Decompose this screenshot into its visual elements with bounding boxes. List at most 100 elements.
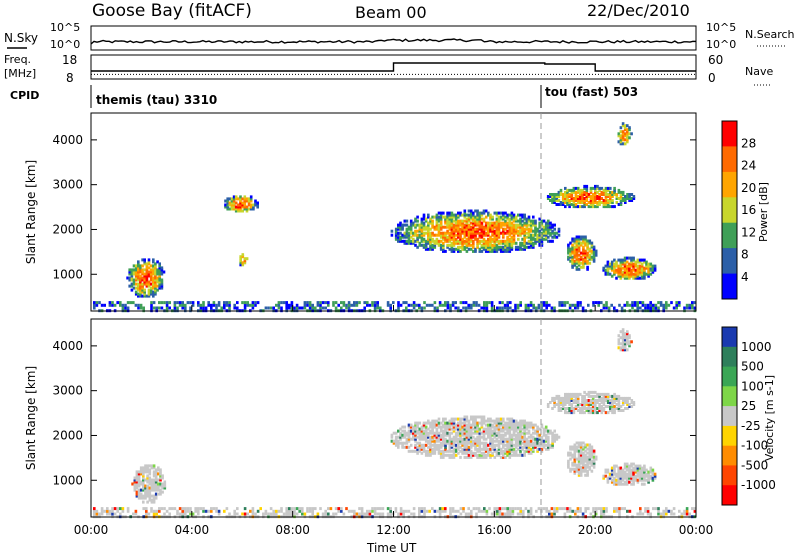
- heatmap-cell: [495, 423, 499, 427]
- heatmap-cell: [482, 445, 486, 449]
- heatmap-cell: [149, 270, 153, 274]
- heatmap-cell: [630, 272, 633, 276]
- heatmap-cell: [579, 403, 582, 406]
- heatmap-cell: [628, 336, 631, 340]
- heatmap-cell: [575, 261, 579, 265]
- heatmap-cell: [463, 439, 467, 443]
- heatmap-cell: [484, 245, 488, 249]
- heatmap-cell: [623, 476, 627, 480]
- heatmap-cell: [564, 199, 567, 202]
- heatmap-cell: [424, 231, 428, 235]
- colorbar-tick-label: 100: [741, 379, 764, 393]
- heatmap-cell: [412, 435, 415, 439]
- heatmap-cell: [602, 474, 605, 478]
- heatmap-cell: [478, 439, 482, 443]
- heatmap-cell: [478, 445, 482, 449]
- heatmap-cell: [303, 306, 307, 310]
- heatmap-cell: [575, 239, 579, 243]
- heatmap-cell: [604, 468, 608, 472]
- heatmap-cell: [226, 205, 229, 209]
- heatmap-cell: [414, 425, 417, 429]
- heatmap-cell: [442, 247, 445, 251]
- heatmap-cell: [608, 476, 612, 480]
- heatmap-cell: [497, 453, 501, 457]
- heatmap-cell: [529, 509, 533, 513]
- heatmap-cell: [465, 217, 469, 221]
- heatmap-cell: [553, 512, 556, 516]
- heatmap-cell: [139, 292, 142, 296]
- heatmap-cell: [452, 429, 456, 433]
- heatmap-cell: [181, 512, 184, 516]
- heatmap-cell: [442, 231, 445, 235]
- heatmap-cell: [459, 221, 462, 225]
- heatmap-cell: [337, 507, 340, 511]
- heatmap-cell: [476, 237, 479, 241]
- heatmap-cell: [628, 334, 631, 338]
- heatmap-cell: [588, 255, 592, 259]
- heatmap-cell: [233, 509, 236, 513]
- heatmap-cell: [256, 509, 260, 513]
- heatmap-cell: [457, 306, 460, 310]
- heatmap-cell: [275, 512, 278, 516]
- heatmap-cell: [220, 306, 223, 310]
- heatmap-cell: [548, 303, 551, 307]
- heatmap-cell: [568, 199, 571, 202]
- heatmap-cell: [465, 451, 469, 455]
- heatmap-cell: [160, 270, 164, 274]
- heatmap-cell: [202, 509, 205, 513]
- heatmap-cell: [457, 239, 460, 243]
- heatmap-cell: [527, 445, 531, 449]
- heatmap-cell: [527, 435, 531, 439]
- heatmap-cell: [510, 227, 514, 231]
- heatmap-cell: [437, 443, 441, 447]
- heatmap-cell: [469, 455, 473, 459]
- heatmap-cell: [418, 507, 421, 511]
- heatmap-cell: [139, 466, 143, 470]
- heatmap-cell: [609, 409, 612, 412]
- heatmap-cell: [577, 451, 581, 455]
- heatmap-cell: [590, 245, 594, 249]
- heatmap-cell: [189, 306, 192, 310]
- heatmap-cell: [251, 512, 255, 516]
- heatmap-cell: [579, 411, 582, 415]
- heatmap-cell: [469, 225, 473, 229]
- heatmap-cell: [544, 231, 548, 235]
- heatmap-cell: [461, 221, 464, 225]
- heatmap-cell: [591, 403, 595, 406]
- heatmap-cell: [536, 441, 539, 445]
- heatmap-cell: [476, 231, 479, 235]
- heatmap-cell: [173, 306, 177, 310]
- heatmap-cell: [442, 429, 445, 433]
- heatmap-cell: [563, 512, 567, 516]
- heatmap-cell: [625, 468, 629, 472]
- heatmap-cell: [487, 237, 490, 241]
- heatmap-cell: [634, 260, 638, 264]
- heatmap-cell: [135, 484, 139, 488]
- heatmap-cell: [452, 249, 456, 253]
- heatmap-cell: [459, 241, 462, 245]
- colorbar-swatch: [722, 445, 737, 466]
- heatmap-cell: [469, 443, 473, 447]
- heatmap-cell: [613, 190, 616, 194]
- heatmap-cell: [134, 264, 138, 268]
- heatmap-cell: [583, 401, 586, 404]
- heatmap-cell: [557, 394, 561, 398]
- heatmap-cell: [437, 241, 441, 245]
- heatmap-cell: [632, 478, 635, 482]
- heatmap-cell: [523, 443, 526, 447]
- heatmap-cell: [589, 512, 593, 516]
- heatmap-cell: [538, 229, 541, 233]
- heatmap-cell: [424, 431, 428, 435]
- heatmap-cell: [621, 338, 625, 342]
- heatmap-cell: [441, 507, 444, 511]
- heatmap-cell: [545, 306, 548, 310]
- heatmap-cell: [407, 435, 411, 439]
- heatmap-cell: [435, 423, 439, 427]
- heatmap-cell: [493, 235, 497, 239]
- heatmap-cell: [152, 494, 156, 498]
- heatmap-cell: [474, 219, 477, 223]
- heatmap-cell: [646, 303, 650, 307]
- heatmap-cell: [251, 507, 255, 511]
- heatmap-cell: [444, 509, 447, 513]
